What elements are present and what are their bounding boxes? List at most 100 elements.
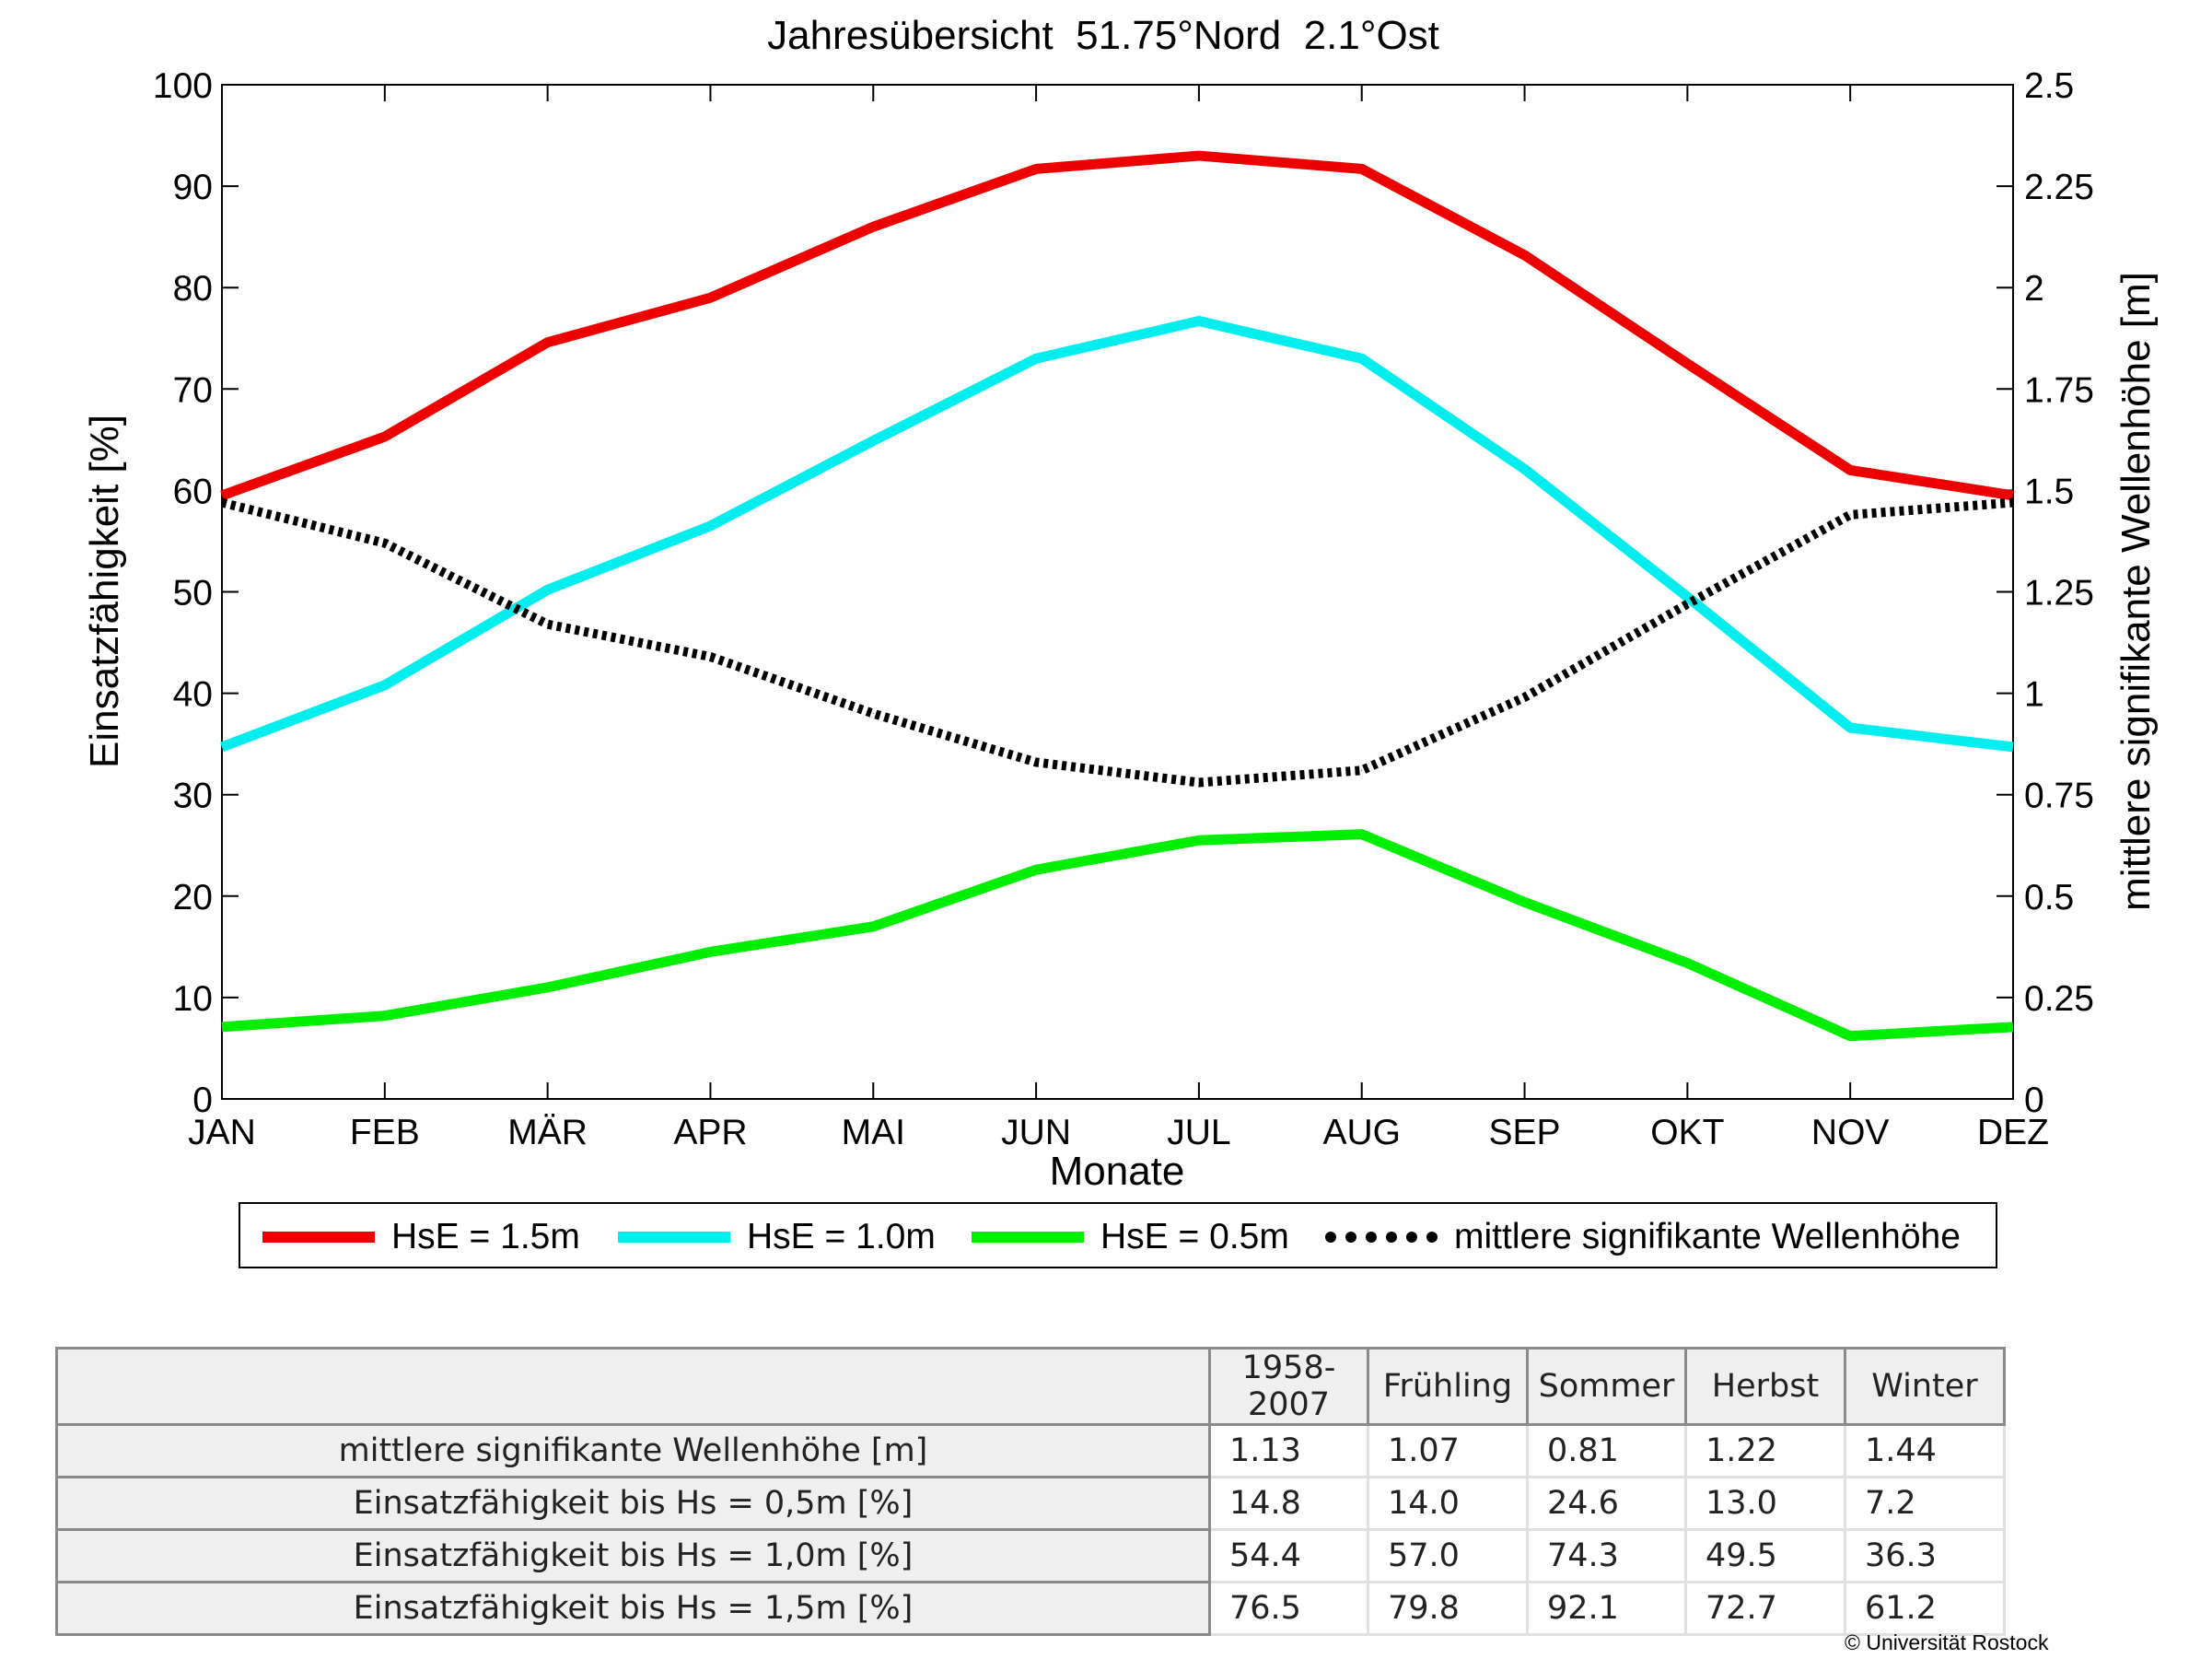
- column-header: Sommer: [1526, 1347, 1687, 1426]
- table-row: Einsatzfähigkeit bis Hs = 0,5m [%] 14.8 …: [55, 1476, 2006, 1531]
- table-cell: 76.5: [1208, 1581, 1369, 1636]
- table-row: Einsatzfähigkeit bis Hs = 1,0m [%] 54.4 …: [55, 1528, 2006, 1583]
- table-row: Einsatzfähigkeit bis Hs = 1,5m [%] 76.5 …: [55, 1581, 2006, 1636]
- row-header: Einsatzfähigkeit bis Hs = 1,0m [%]: [55, 1528, 1211, 1583]
- y2-tick-label: 2.25: [2024, 168, 2094, 207]
- data-point: [221, 1026, 223, 1028]
- y-tick-label: 40: [173, 675, 213, 715]
- table-cell: 54.4: [1208, 1528, 1369, 1583]
- chart: Jahresübersicht 51.75°Nord 2.1°Ost 01020…: [82, 13, 2159, 1188]
- legend-swatch-green: [972, 1232, 1084, 1243]
- legend-item-hse-1-0: HsE = 1.0m: [618, 1204, 936, 1270]
- table-cell: 61.2: [1844, 1581, 2006, 1636]
- table-cell: 72.7: [1684, 1581, 1846, 1636]
- table-cell: 1.07: [1367, 1423, 1529, 1478]
- legend-label: HsE = 1.5m: [391, 1217, 580, 1256]
- series-line-2: [221, 829, 2014, 1042]
- data-point: [1524, 468, 1526, 470]
- legend: HsE = 1.5m HsE = 1.0m HsE = 0.5m mittler…: [239, 1202, 1997, 1268]
- column-header: Herbst: [1684, 1347, 1846, 1426]
- y-tick-label: 70: [173, 370, 213, 410]
- legend-swatch-red: [262, 1232, 375, 1243]
- x-tick-label: OKT: [1650, 1113, 1724, 1152]
- x-tick-label: JUN: [1001, 1113, 1071, 1152]
- data-point: [2012, 502, 2014, 504]
- data-point: [1686, 596, 1688, 598]
- row-header: mittlere signifikante Wellenhöhe [m]: [55, 1423, 1211, 1478]
- legend-label: HsE = 1.0m: [747, 1217, 936, 1256]
- chart-title: Jahresübersicht 51.75°Nord 2.1°Ost: [767, 13, 1439, 58]
- table-cell: 0.81: [1526, 1423, 1687, 1478]
- legend-swatch-black-dotted: [1325, 1232, 1438, 1243]
- column-header: Winter: [1844, 1347, 2006, 1426]
- data-point: [1198, 781, 1200, 783]
- y-tick-label: 30: [173, 777, 213, 816]
- data-point: [221, 495, 223, 497]
- table-header-row: 1958-2007 Frühling Sommer Herbst Winter: [55, 1347, 2006, 1426]
- data-point: [1686, 363, 1688, 365]
- x-tick-label: FEB: [350, 1113, 420, 1152]
- x-tick-label: AUG: [1322, 1113, 1401, 1152]
- y2-tick-label: 0.25: [2024, 979, 2094, 1019]
- data-point: [1035, 761, 1037, 763]
- x-tick-label: JUL: [1167, 1113, 1230, 1152]
- table-cell: 13.0: [1684, 1476, 1846, 1531]
- data-point: [872, 926, 874, 928]
- x-tick-label: APR: [673, 1113, 747, 1152]
- data-point: [221, 502, 223, 504]
- data-point: [2012, 495, 2014, 497]
- data-point: [1686, 603, 1688, 605]
- series-line-0: [220, 150, 2014, 501]
- x-tick-label: JAN: [188, 1113, 256, 1152]
- y-tick-label: 100: [153, 66, 213, 106]
- table-cell: 49.5: [1684, 1528, 1846, 1583]
- data-point: [1361, 769, 1363, 771]
- y2-tick-label: 0.75: [2024, 777, 2094, 816]
- data-point: [1035, 357, 1037, 359]
- table-cell: 7.2: [1844, 1476, 2006, 1531]
- y2-tick-label: 2.5: [2024, 66, 2074, 106]
- x-tick-label: SEP: [1489, 1113, 1561, 1152]
- y2-tick-label: 1: [2024, 675, 2044, 715]
- table-corner-cell: [55, 1347, 1211, 1426]
- data-point: [1198, 839, 1200, 841]
- data-point: [709, 656, 711, 658]
- data-point: [2012, 746, 2014, 748]
- legend-item-hse-0-5: HsE = 0.5m: [972, 1204, 1289, 1270]
- data-point: [384, 684, 386, 686]
- y2-tick-label: 1.25: [2024, 574, 2094, 613]
- column-header: 1958-2007: [1208, 1347, 1369, 1426]
- y2-tick-label: 0.5: [2024, 878, 2074, 917]
- data-point: [547, 342, 549, 344]
- y-tick-label: 0: [192, 1081, 213, 1120]
- data-point: [872, 226, 874, 228]
- x-tick-label: NOV: [1811, 1113, 1890, 1152]
- x-axis-label: Monate: [1050, 1149, 1185, 1188]
- table-cell: 14.8: [1208, 1476, 1369, 1531]
- data-point: [1849, 514, 1851, 516]
- table-cell: 79.8: [1367, 1581, 1529, 1636]
- data-point: [221, 746, 223, 748]
- table-cell: 36.3: [1844, 1528, 2006, 1583]
- table-cell: 57.0: [1367, 1528, 1529, 1583]
- legend-label: HsE = 0.5m: [1100, 1217, 1289, 1256]
- data-point: [1849, 469, 1851, 471]
- table-cell: 24.6: [1526, 1476, 1687, 1531]
- data-point: [872, 713, 874, 715]
- statistics-table: 1958-2007 Frühling Sommer Herbst Winter …: [55, 1347, 2006, 1636]
- data-point: [384, 1015, 386, 1017]
- y-tick-label: 20: [173, 878, 213, 917]
- legend-item-wellenhoehe: mittlere signifikante Wellenhöhe: [1325, 1204, 1961, 1270]
- y-axis-label: Einsatzfähigkeit [%]: [82, 415, 127, 768]
- table-cell: 74.3: [1526, 1528, 1687, 1583]
- table-cell: 1.44: [1844, 1423, 2006, 1478]
- table-row: mittlere signifikante Wellenhöhe [m] 1.1…: [55, 1423, 2006, 1478]
- row-header: Einsatzfähigkeit bis Hs = 0,5m [%]: [55, 1476, 1211, 1531]
- data-point: [547, 624, 549, 625]
- x-tick-label: DEZ: [1977, 1113, 2049, 1152]
- table-cell: 1.22: [1684, 1423, 1846, 1478]
- table-cell: 14.0: [1367, 1476, 1529, 1531]
- y-tick-label: 90: [173, 168, 213, 207]
- x-tick-label: MÄR: [507, 1113, 588, 1152]
- y2-tick-label: 1.5: [2024, 472, 2074, 511]
